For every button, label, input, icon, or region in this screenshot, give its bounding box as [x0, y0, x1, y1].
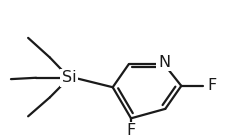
- Text: F: F: [207, 78, 216, 93]
- Text: F: F: [126, 123, 135, 138]
- Text: Si: Si: [62, 70, 76, 85]
- Text: N: N: [157, 55, 169, 70]
